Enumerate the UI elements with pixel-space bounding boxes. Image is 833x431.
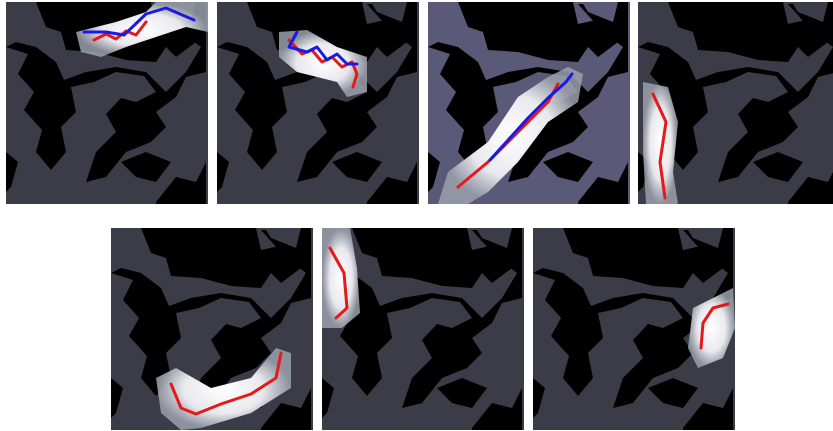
panel (428, 2, 630, 204)
panel (322, 228, 524, 430)
panel (638, 2, 833, 204)
page: (() => { const data = JSON.parse(documen… (0, 0, 833, 431)
panel (533, 228, 735, 430)
panel (6, 2, 208, 204)
panel (217, 2, 419, 204)
panel (111, 228, 313, 430)
figure (0, 0, 833, 431)
